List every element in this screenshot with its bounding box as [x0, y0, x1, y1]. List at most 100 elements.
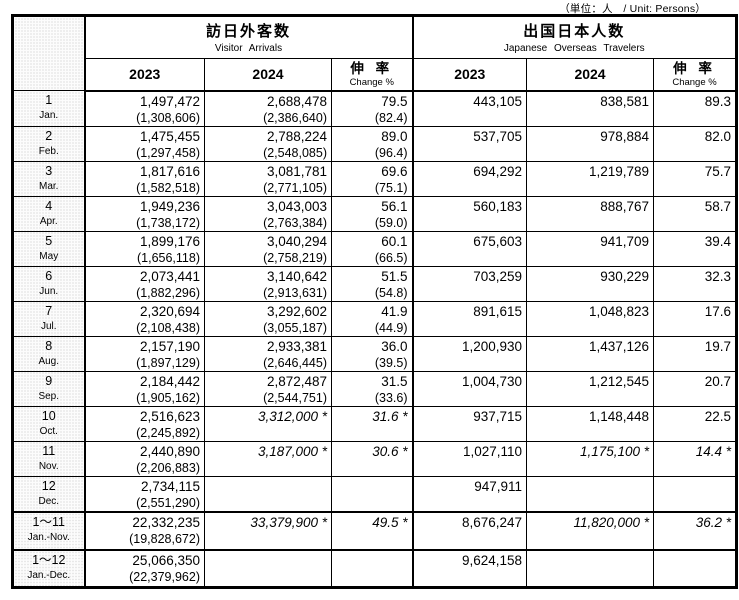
jp-2024-cell: 838,581	[526, 90, 655, 127]
va-change-paren-value: (33.6)	[374, 390, 408, 405]
jp-change-label-ja: 伸 率	[673, 61, 716, 77]
va-change-cell: 56.1 (59.0)	[330, 195, 414, 232]
month-abbrev: Oct.	[39, 425, 58, 437]
month-abbrev: Mar.	[39, 180, 59, 192]
va-change-cell: 36.0 (39.5)	[330, 335, 414, 372]
jp-2023-cell: 9,624,158	[412, 549, 528, 588]
month-abbrev: Feb.	[38, 145, 59, 157]
jp-2023-value: 703,259	[473, 268, 523, 284]
jp-change-value: 89.3	[704, 93, 732, 109]
va-2024-cell: 3,140,642 (2,913,631)	[204, 265, 332, 302]
va-change-value: 51.5	[381, 268, 408, 284]
jp-2023-value: 560,183	[473, 198, 523, 214]
va-2024-paren-value: (2,548,085)	[263, 145, 327, 160]
va-change-paren-value: (66.5)	[374, 250, 408, 265]
jp-2023-cell: 443,105	[412, 90, 528, 127]
va-2024-value: 3,140,642	[266, 268, 327, 284]
va-change-paren-value: (54.8)	[374, 285, 408, 300]
va-2023-value: 2,157,190	[139, 338, 200, 354]
table-row: 5 May 1,899,176 (1,656,118) 3,040,294 (2…	[12, 230, 738, 267]
va-2024-cell: 2,933,381 (2,646,445)	[204, 335, 332, 372]
month-cell: 3 Mar.	[12, 160, 86, 197]
table-row: 1～11 Jan.-Nov. 22,332,235 (19,828,672) 3…	[12, 511, 738, 550]
jp-2023-value: 675,603	[473, 233, 523, 249]
jp-change-cell: 82.0	[653, 125, 738, 162]
month-abbrev: Jan.	[39, 110, 59, 121]
jp-2024-cell: 1,175,100 *	[526, 440, 655, 477]
table-row: 12 Dec. 2,734,115 (2,551,290)	[12, 475, 738, 512]
jp-2024-cell: 1,048,823	[526, 300, 655, 337]
visitor-statistics-table: 訪日外客数 Visitor Arrivals 出国日本人数 Japanese O…	[11, 14, 739, 589]
jp-change-column-header: 伸 率 Change %	[653, 58, 738, 92]
month-number: 12	[41, 478, 56, 493]
va-2024-value: 3,312,000 *	[257, 408, 327, 424]
jp-2023-cell: 891,615	[412, 300, 528, 337]
va-2024-cell: 3,187,000 *	[204, 440, 332, 477]
jp-2024-value: 930,229	[600, 268, 650, 284]
va-2023-paren-value: (1,308,606)	[136, 110, 200, 125]
va-2023-paren-value: (1,897,129)	[136, 355, 200, 370]
jp-change-value: 22.5	[704, 408, 732, 424]
japanese-travelers-title-ja: 出国日本人数	[523, 23, 626, 40]
va-change-cell: 69.6 (75.1)	[330, 160, 414, 197]
month-cell: 10 Oct.	[12, 405, 86, 442]
jp-change-cell: 14.4 *	[653, 440, 738, 477]
va-change-value: 31.6 *	[372, 408, 408, 424]
va-2023-cell: 2,184,442 (1,905,162)	[84, 370, 205, 407]
jp-2024-value: 1,175,100 *	[579, 443, 650, 459]
jp-2023-column-header: 2023	[412, 58, 528, 92]
month-cell: 11 Nov.	[12, 440, 86, 477]
va-2023-value: 22,332,235	[132, 514, 200, 530]
month-number: 6	[45, 268, 53, 283]
va-2023-value: 1,475,455	[139, 128, 200, 144]
month-number: 10	[41, 408, 56, 423]
jp-2023-value: 537,705	[473, 128, 523, 144]
jp-2024-cell: 978,884	[526, 125, 655, 162]
month-cell: 7 Jul.	[12, 300, 86, 337]
jp-change-value: 14.4 *	[695, 443, 732, 459]
va-2024-cell: 2,788,224 (2,548,085)	[204, 125, 332, 162]
table-row: 4 Apr. 1,949,236 (1,738,172) 3,043,003 (…	[12, 195, 738, 232]
month-abbrev: Aug.	[38, 355, 60, 367]
va-2024-value: 2,688,478	[266, 93, 327, 109]
va-2023-cell: 2,320,694 (2,108,438)	[84, 300, 205, 337]
va-2023-cell: 2,073,441 (1,882,296)	[84, 265, 205, 302]
va-2024-paren-value: (2,758,219)	[263, 250, 327, 265]
jp-2023-cell: 8,676,247	[412, 511, 528, 550]
va-2023-value: 2,440,890	[139, 443, 200, 459]
va-2023-cell: 1,497,472 (1,308,606)	[84, 90, 205, 127]
month-abbrev: May	[39, 250, 59, 262]
jp-change-cell: 32.3	[653, 265, 738, 302]
jp-change-cell: 58.7	[653, 195, 738, 232]
va-2024-value: 3,043,003	[266, 198, 327, 214]
va-change-cell: 49.5 *	[330, 511, 414, 550]
va-2024-cell: 2,872,487 (2,544,751)	[204, 370, 332, 407]
va-change-cell	[330, 549, 414, 588]
va-2023-paren-value: (2,551,290)	[136, 495, 200, 510]
jp-change-value: 39.4	[704, 233, 732, 249]
jp-2024-cell	[526, 549, 655, 588]
va-2024-cell: 33,379,900 *	[204, 511, 332, 550]
month-number: 1	[45, 93, 53, 107]
jp-2024-value: 1,212,545	[588, 373, 650, 389]
va-2024-value: 2,788,224	[266, 128, 327, 144]
va-change-cell: 30.6 *	[330, 440, 414, 477]
va-2024-value: 3,292,602	[266, 303, 327, 319]
va-2023-value: 1,497,472	[139, 93, 200, 109]
va-2024-value: 2,933,381	[266, 338, 327, 354]
va-2024-value: 3,187,000 *	[257, 443, 327, 459]
month-number: 8	[45, 338, 53, 353]
month-abbrev: Jan.-Dec.	[27, 569, 71, 581]
jp-change-value: 36.2 *	[695, 514, 732, 530]
table-row: 7 Jul. 2,320,694 (2,108,438) 3,292,602 (…	[12, 300, 738, 337]
jp-2024-value: 1,048,823	[588, 303, 650, 319]
va-change-value: 30.6 *	[372, 443, 408, 459]
jp-change-cell: 75.7	[653, 160, 738, 197]
jp-change-value: 58.7	[704, 198, 732, 214]
month-abbrev: Apr.	[39, 215, 58, 227]
jp-2023-value: 947,911	[474, 478, 523, 494]
va-change-cell: 51.5 (54.8)	[330, 265, 414, 302]
jp-2023-value: 891,615	[473, 303, 523, 319]
va-2024-paren-value: (2,544,751)	[263, 390, 327, 405]
jp-change-value: 17.6	[704, 303, 732, 319]
